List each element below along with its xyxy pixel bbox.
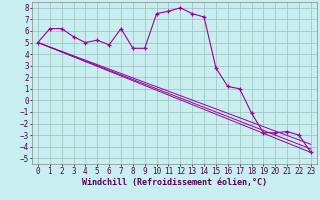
- X-axis label: Windchill (Refroidissement éolien,°C): Windchill (Refroidissement éolien,°C): [82, 178, 267, 187]
